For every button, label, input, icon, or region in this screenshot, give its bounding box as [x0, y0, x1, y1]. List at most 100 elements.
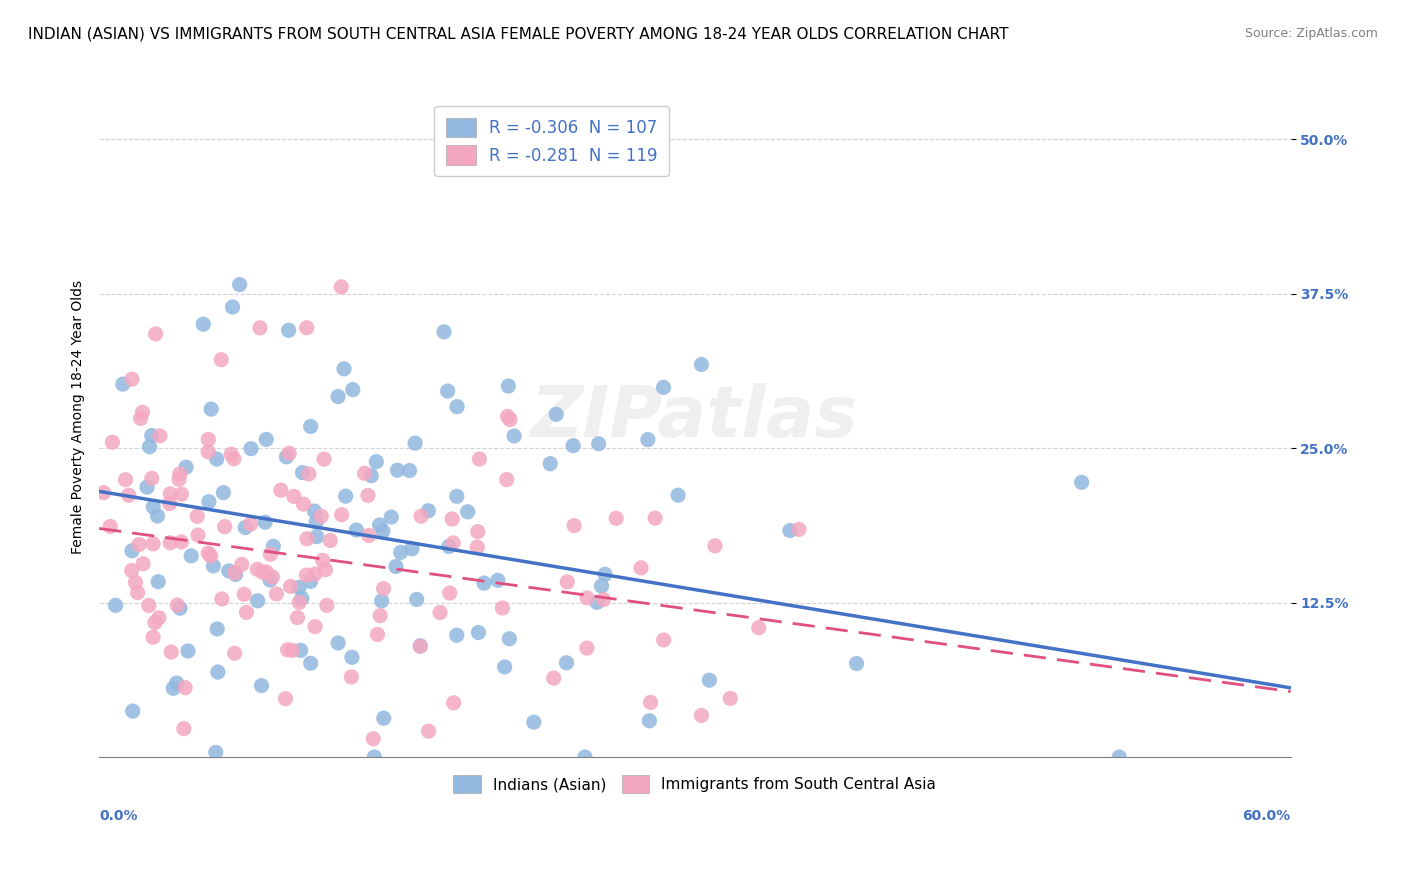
Point — [326, 390, 349, 404]
Point — [246, 594, 269, 608]
Point — [299, 574, 322, 589]
Point — [288, 580, 311, 594]
Point — [295, 532, 318, 546]
Point — [357, 528, 380, 542]
Point — [141, 428, 163, 442]
Point — [371, 524, 394, 538]
Point — [441, 512, 464, 526]
Point — [98, 519, 121, 533]
Point — [290, 643, 312, 657]
Point — [124, 575, 146, 590]
Point — [298, 467, 321, 481]
Point — [495, 473, 517, 487]
Y-axis label: Female Poverty Among 18-24 Year Olds: Female Poverty Among 18-24 Year Olds — [72, 280, 86, 554]
Point — [193, 317, 215, 331]
Point — [409, 640, 432, 654]
Point — [280, 579, 302, 593]
Point — [314, 563, 336, 577]
Point — [291, 591, 314, 606]
Point — [287, 610, 309, 624]
Point — [162, 681, 184, 696]
Point — [446, 489, 468, 503]
Point — [690, 708, 713, 723]
Point — [418, 724, 440, 739]
Point — [370, 594, 392, 608]
Point — [198, 494, 221, 508]
Point — [576, 591, 599, 605]
Point — [121, 704, 143, 718]
Point — [142, 630, 165, 644]
Point — [166, 598, 188, 612]
Point — [637, 433, 659, 447]
Point — [380, 510, 402, 524]
Text: INDIAN (ASIAN) VS IMMIGRANTS FROM SOUTH CENTRAL ASIA FEMALE POVERTY AMONG 18-24 : INDIAN (ASIAN) VS IMMIGRANTS FROM SOUTH … — [28, 27, 1008, 42]
Point — [368, 518, 391, 533]
Legend: Indians (Asian), Immigrants from South Central Asia: Indians (Asian), Immigrants from South C… — [443, 764, 948, 804]
Point — [129, 411, 152, 425]
Point — [640, 695, 662, 709]
Point — [562, 439, 585, 453]
Point — [385, 559, 408, 574]
Point — [439, 586, 461, 600]
Point — [148, 574, 170, 589]
Point — [145, 326, 167, 341]
Point — [159, 497, 181, 511]
Point — [169, 601, 191, 615]
Point — [335, 489, 357, 503]
Text: 60.0%: 60.0% — [1243, 809, 1291, 823]
Point — [344, 523, 367, 537]
Point — [574, 750, 596, 764]
Point — [319, 533, 342, 548]
Point — [555, 656, 578, 670]
Point — [222, 451, 245, 466]
Point — [118, 488, 141, 502]
Point — [373, 711, 395, 725]
Point — [292, 497, 315, 511]
Point — [252, 565, 274, 579]
Point — [277, 323, 299, 337]
Point — [132, 557, 155, 571]
Point — [277, 643, 299, 657]
Point — [586, 595, 609, 609]
Point — [748, 621, 770, 635]
Point — [283, 490, 305, 504]
Point — [543, 671, 565, 685]
Point — [221, 300, 243, 314]
Point — [498, 379, 520, 393]
Point — [276, 450, 298, 464]
Point — [592, 592, 614, 607]
Point — [219, 447, 242, 461]
Point — [254, 565, 277, 579]
Point — [174, 681, 197, 695]
Point — [142, 537, 165, 551]
Point — [254, 515, 277, 529]
Point — [170, 487, 193, 501]
Point — [127, 585, 149, 599]
Point — [357, 488, 380, 502]
Point — [159, 536, 181, 550]
Point — [699, 673, 721, 688]
Point — [249, 321, 271, 335]
Point — [704, 539, 727, 553]
Point — [233, 587, 256, 601]
Point — [353, 467, 375, 481]
Point — [333, 361, 356, 376]
Point — [231, 558, 253, 572]
Point — [212, 485, 235, 500]
Point — [214, 519, 236, 533]
Point — [436, 384, 458, 398]
Point — [630, 561, 652, 575]
Point — [254, 433, 277, 447]
Point — [312, 452, 335, 467]
Point — [233, 520, 256, 534]
Point — [114, 473, 136, 487]
Point — [588, 436, 610, 450]
Point — [167, 472, 190, 486]
Point — [101, 435, 124, 450]
Point — [121, 543, 143, 558]
Point — [295, 568, 318, 582]
Point — [409, 639, 432, 653]
Point — [1070, 475, 1092, 490]
Point — [690, 358, 713, 372]
Point — [240, 442, 263, 456]
